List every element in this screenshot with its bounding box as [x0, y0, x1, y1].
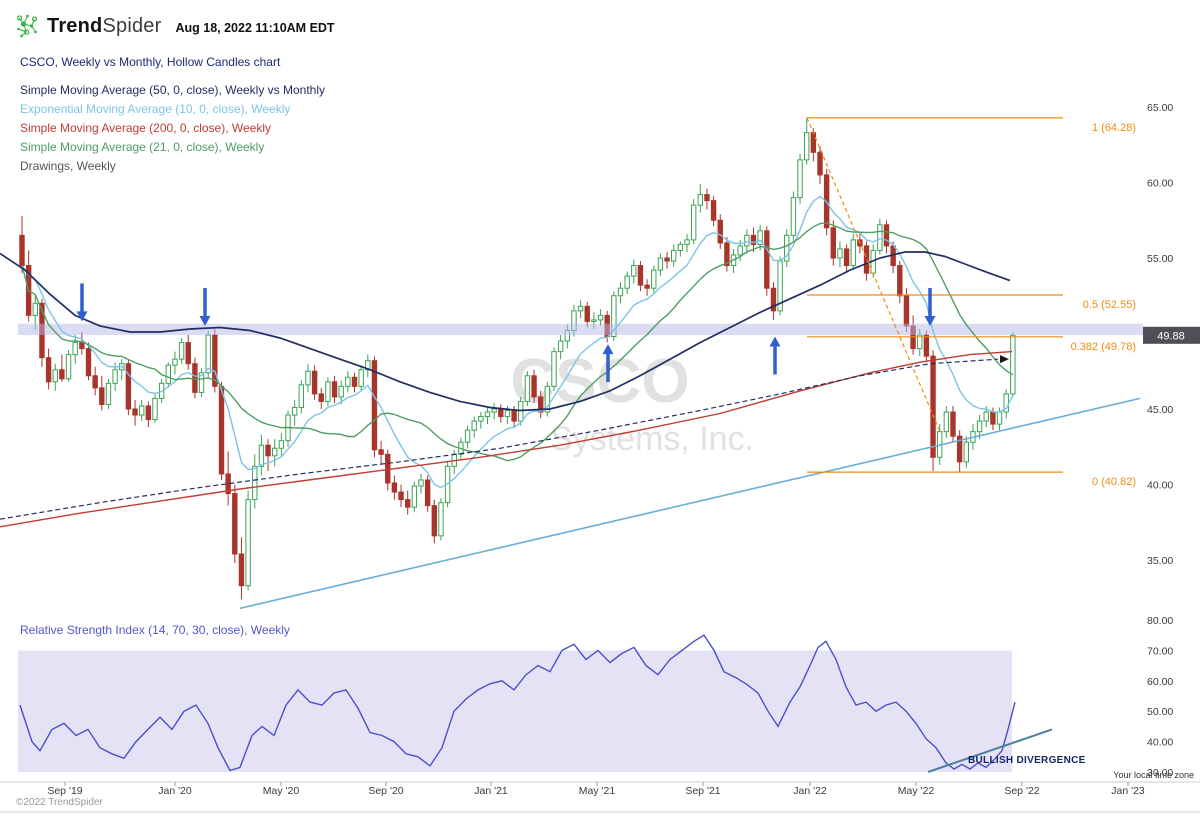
rsi-legend-label[interactable]: Relative Strength Index (14, 70, 30, clo…: [20, 623, 290, 637]
rsi-line: [19, 634, 1016, 772]
fib-level-label: 1 (64.28): [1092, 122, 1136, 134]
rsi-band: [18, 650, 1012, 772]
drawing-arrowhead-icon: [1000, 355, 1009, 364]
fib-level-label: 0 (40.82): [1092, 476, 1136, 488]
date-tick-label: May '22: [898, 785, 935, 797]
svg-text:40.00: 40.00: [1147, 480, 1173, 492]
svg-text:60.00: 60.00: [1147, 178, 1173, 190]
legend-item-sma200[interactable]: Simple Moving Average (200, 0, close), W…: [20, 121, 272, 135]
svg-text:70.00: 70.00: [1147, 645, 1173, 657]
date-tick-label: Jan '20: [158, 785, 192, 797]
svg-text:40.00: 40.00: [1147, 737, 1173, 749]
date-tick-label: Jan '21: [474, 785, 508, 797]
date-axis: Sep '19 Jan '20 May '20 Sep '20 Jan '21 May '…: [47, 782, 1145, 797]
legend-item-sma50[interactable]: Simple Moving Average (50, 0, close), We…: [20, 83, 326, 97]
trendspider-logo-icon: [16, 14, 38, 38]
svg-text:35.00: 35.00: [1147, 555, 1173, 567]
date-tick-label: Sep '22: [1004, 785, 1039, 797]
chart-timestamp: Aug 18, 2022 11:10AM EDT: [175, 20, 335, 35]
legend-item-ema10[interactable]: Exponential Moving Average (10, 0, close…: [20, 102, 291, 116]
date-tick-label: May '20: [263, 785, 300, 797]
svg-text:55.00: 55.00: [1147, 253, 1173, 265]
date-tick-label: Jan '22: [793, 785, 827, 797]
down-arrow-icon: [76, 311, 88, 322]
fib-level-label: 0.382 (49.78): [1071, 341, 1136, 353]
rsi-axis: 80.00 70.00 60.00 50.00 40.00 30.00: [1147, 615, 1173, 779]
date-tick-label: Sep '21: [685, 785, 720, 797]
timezone-note: Your local time zone: [1113, 770, 1194, 780]
svg-text:80.00: 80.00: [1147, 615, 1173, 627]
indicator-legend: Simple Moving Average (50, 0, close), We…: [20, 81, 325, 176]
date-tick-label: May '21: [579, 785, 616, 797]
svg-text:50.00: 50.00: [1147, 706, 1173, 718]
fib-level-label: 0.5 (52.55): [1083, 299, 1136, 311]
ema10-line: [21, 195, 1014, 489]
brand-wordmark: TrendSpider: [47, 15, 161, 38]
up-arrow-icon: [769, 336, 781, 347]
bullish-divergence-label: BULLISH DIVERGENCE: [968, 755, 1086, 766]
candles: [19, 117, 1016, 600]
svg-text:65.00: 65.00: [1147, 102, 1173, 114]
svg-text:CSCO: CSCO: [510, 347, 689, 416]
support-zone-band: [18, 323, 1143, 336]
date-tick-label: Sep '19: [47, 785, 82, 797]
sma21-line: [21, 222, 1014, 462]
svg-text:30.00: 30.00: [1147, 767, 1173, 779]
fib-retracement[interactable]: 1 (64.28) 0.5 (52.55) 0.382 (49.78) 0 (40.8…: [806, 117, 1136, 488]
sma50-weekly-line: [0, 251, 1011, 412]
legend-item-sma21[interactable]: Simple Moving Average (21, 0, close), We…: [20, 140, 265, 154]
brand-spider: Spider: [102, 14, 162, 37]
down-arrow-icon: [924, 315, 936, 326]
chart-title: CSCO, Weekly vs Monthly, Hollow Candles …: [20, 55, 281, 69]
svg-text:60.00: 60.00: [1147, 676, 1173, 688]
app-header: TrendSpider Aug 18, 2022 11:10AM EDT: [14, 12, 335, 40]
uptrend-line[interactable]: [239, 397, 1141, 610]
last-price-value: 49.88: [1157, 330, 1185, 342]
sma200-weekly-line: [0, 350, 1013, 528]
date-tick-label: Sep '20: [368, 785, 403, 797]
divergence-trendline[interactable]: [927, 728, 1053, 773]
last-price-badge: [1143, 326, 1200, 344]
legend-item-drawings[interactable]: Drawings, Weekly: [20, 159, 116, 173]
copyright-note: ©2022 TrendSpider: [16, 797, 103, 808]
signal-arrows: [76, 283, 936, 383]
down-arrow-icon: [199, 315, 211, 326]
svg-text:Systems, Inc.: Systems, Inc.: [550, 420, 754, 458]
date-tick-label: Jan '23: [1111, 785, 1145, 797]
svg-text:45.00: 45.00: [1147, 404, 1173, 416]
sma50-monthly-dashed-line: [0, 358, 999, 520]
brand-trend: Trend: [47, 14, 103, 37]
up-arrow-icon: [602, 344, 614, 355]
